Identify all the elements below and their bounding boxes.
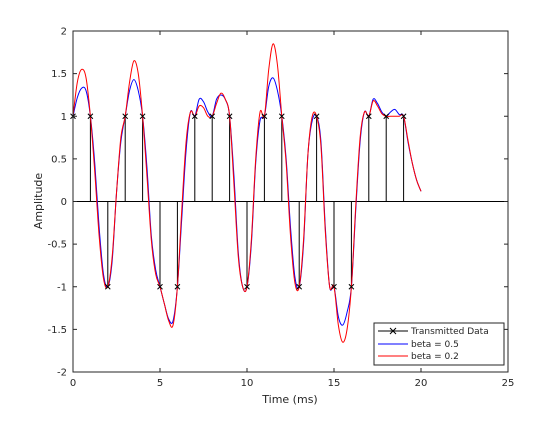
stem-marker	[157, 283, 163, 290]
series-line-beta-0-2	[72, 43, 422, 343]
stem-marker	[365, 113, 372, 120]
y-tick-label: -2	[57, 368, 67, 379]
y-tick-label: 1	[61, 112, 67, 123]
x-tick-label: 10	[241, 378, 254, 389]
x-tick-label: 25	[502, 378, 515, 389]
stem-marker	[331, 283, 337, 290]
legend-label-beta-0-5: beta = 0.5	[411, 340, 459, 350]
legend-label-stem: Transmitted Data	[410, 327, 489, 337]
legend-stem-marker	[389, 327, 397, 335]
y-tick-label: -1	[57, 282, 67, 293]
stem-marker	[261, 113, 268, 120]
ticks-layer: 0 5 10 15 20 25 -2 -1.5 -1 -0.5 0 0.5 1 1.5 2	[47, 27, 514, 390]
stem-marker	[244, 283, 250, 290]
stem-marker	[209, 113, 216, 120]
y-tick-label: -1.5	[47, 325, 67, 336]
stem-marker	[139, 113, 146, 120]
y-tick-label: -0.5	[47, 240, 67, 251]
y-axis-label: Amplitude	[32, 173, 45, 230]
stem-marker	[87, 113, 94, 120]
stem-marker	[400, 113, 407, 120]
stem-marker	[296, 283, 303, 290]
y-tick-label: 0	[61, 197, 67, 208]
x-tick-label: 20	[415, 378, 428, 389]
y-tick-label: 2	[61, 27, 67, 38]
stem-marker	[313, 113, 320, 120]
stem-marker	[348, 283, 355, 290]
x-axis-label: Time (ms)	[261, 393, 317, 406]
stem-marker	[174, 283, 181, 290]
stem-marker	[226, 113, 233, 120]
x-tick-label: 5	[157, 378, 163, 389]
stem-layer	[72, 116, 405, 287]
legend: Transmitted Data beta = 0.5 beta = 0.2	[373, 322, 505, 366]
series-lines-layer	[72, 43, 422, 343]
y-tick-label: 0.5	[51, 154, 67, 165]
stem-marker	[278, 113, 285, 120]
y-tick-label: 1.5	[51, 69, 67, 80]
stem-marker	[122, 113, 129, 120]
stem-marker	[191, 113, 198, 120]
x-tick-label: 15	[328, 378, 341, 389]
legend-label-beta-0-2: beta = 0.2	[411, 352, 459, 362]
x-tick-label: 0	[70, 378, 76, 389]
stem-marker	[383, 113, 390, 120]
marker-layer	[70, 113, 407, 290]
stem-marker	[104, 283, 111, 290]
